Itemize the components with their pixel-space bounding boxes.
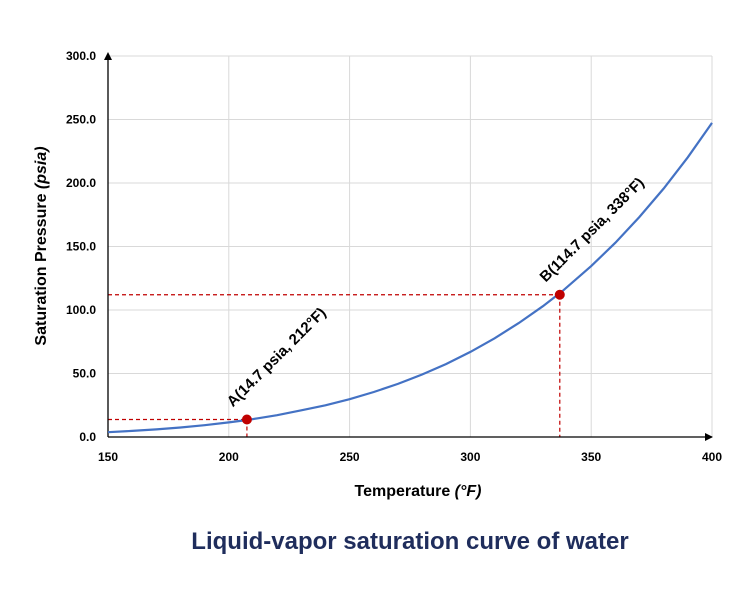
x-axis-title: Temperature (°F) [354,483,481,500]
saturation-curve [107,122,713,434]
x-axis-arrow [705,433,713,441]
x-tick-label: 300 [460,450,480,464]
y-axis-unit: (psia) [33,146,50,189]
state-point-marker [554,289,565,300]
x-tick-label: 250 [340,450,360,464]
y-axis-arrow [104,52,112,60]
y-axis-title: Saturation Pressure (psia) [33,146,50,345]
y-tick-label: 100.0 [66,303,96,317]
y-axis-title-text: Saturation Pressure [33,189,50,346]
y-tick-label: 300.0 [66,49,96,63]
y-tick-labels: 0.0 50.0 100.0 150.0 200.0 250.0 300.0 [66,49,96,444]
x-tick-label: 200 [219,450,239,464]
y-tick-label: 0.0 [79,430,96,444]
y-tick-label: 150.0 [66,240,96,254]
x-tick-label: 150 [98,450,118,464]
reference-lines [108,294,561,437]
state-point-label: A(14.7 psia, 212°F) [224,304,330,410]
saturation-chart: 150 200 250 300 350 400 0.0 50.0 100.0 150.0 200.… [33,49,722,500]
x-tick-label: 400 [702,450,722,464]
state-point-marker [241,414,252,425]
figure-caption: Liquid-vapor saturation curve of water [191,528,629,555]
x-axis-unit: (°F) [455,483,482,500]
grid-lines [108,55,713,437]
state-points: A(14.7 psia, 212°F) B(114.7 psia, 338°F) [224,174,648,425]
x-tick-labels: 150 200 250 300 350 400 [98,450,722,464]
x-tick-label: 350 [581,450,601,464]
axes [104,52,713,441]
y-tick-label: 50.0 [73,367,97,381]
y-tick-label: 200.0 [66,176,96,190]
state-point-label: B(114.7 psia, 338°F) [537,174,648,285]
y-tick-label: 250.0 [66,113,96,127]
x-axis-title-text: Temperature [354,483,454,500]
